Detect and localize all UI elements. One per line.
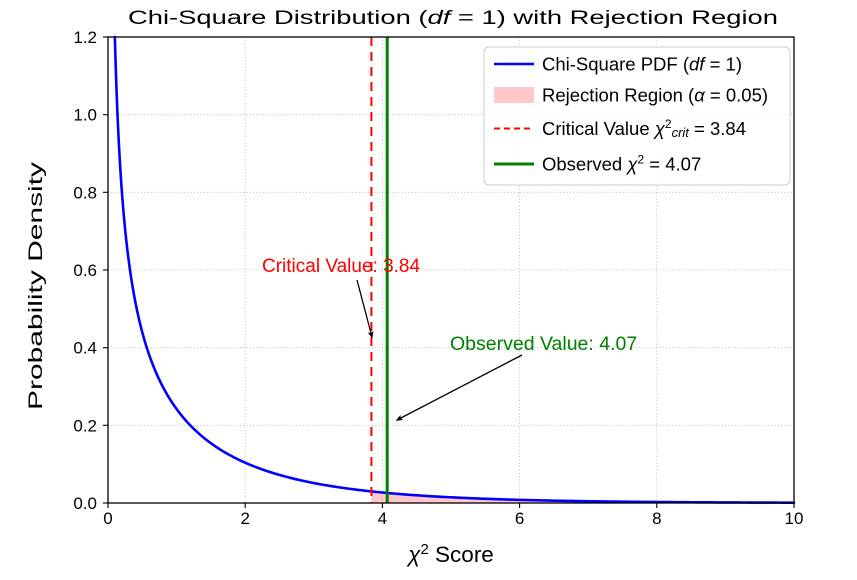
- svg-text:Observed Value: 4.07: Observed Value: 4.07: [450, 333, 637, 355]
- svg-text:Chi-Square PDF (df = 1): Chi-Square PDF (df = 1): [542, 54, 742, 75]
- svg-text:0.4: 0.4: [73, 339, 97, 358]
- svg-text:Observed χ2 = 4.07: Observed χ2 = 4.07: [542, 153, 701, 175]
- svg-text:2: 2: [240, 509, 249, 528]
- svg-text:Rejection Region (α = 0.05): Rejection Region (α = 0.05): [542, 85, 768, 106]
- svg-text:Critical Value χ2crit = 3.84: Critical Value χ2crit = 3.84: [542, 117, 746, 140]
- svg-text:8: 8: [652, 509, 661, 528]
- svg-text:0.6: 0.6: [73, 261, 97, 280]
- svg-text:4: 4: [378, 509, 387, 528]
- svg-text:χ2 Score: χ2 Score: [406, 541, 494, 567]
- svg-text:0.2: 0.2: [73, 416, 97, 435]
- svg-text:Chi-Square Distribution (df =: Chi-Square Distribution (df = 1) with Re…: [128, 8, 778, 29]
- svg-text:6: 6: [515, 509, 524, 528]
- svg-text:1.2: 1.2: [73, 28, 97, 47]
- svg-text:1.0: 1.0: [73, 106, 97, 125]
- svg-text:0: 0: [103, 509, 112, 528]
- svg-text:0.8: 0.8: [73, 183, 97, 202]
- svg-text:10: 10: [785, 509, 804, 528]
- svg-text:Critical Value: 3.84: Critical Value: 3.84: [262, 256, 420, 277]
- svg-text:Probability Density: Probability Density: [26, 161, 47, 410]
- svg-text:0.0: 0.0: [73, 494, 97, 513]
